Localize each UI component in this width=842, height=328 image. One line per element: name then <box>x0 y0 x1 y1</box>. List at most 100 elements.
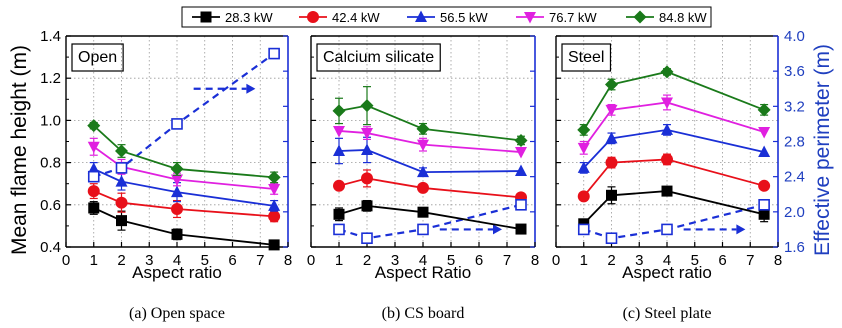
data-point <box>171 203 183 216</box>
series <box>577 94 771 155</box>
y-tick-label: 1.0 <box>40 112 61 129</box>
y-tick-label: 0.6 <box>40 197 61 214</box>
x-tick-label: 6 <box>228 252 236 269</box>
series <box>87 119 281 184</box>
data-point <box>661 153 673 166</box>
y2-tick-label: 3.2 <box>784 98 805 115</box>
x-tick-label: 6 <box>475 252 483 269</box>
data-point <box>577 123 591 137</box>
effective-perimeter-point <box>577 223 590 236</box>
x-tick-label: 2 <box>363 252 371 269</box>
data-point <box>268 210 281 223</box>
x-tick-label: 5 <box>447 252 455 269</box>
data-point <box>758 127 771 139</box>
series-line <box>93 146 275 190</box>
series-line <box>93 168 275 207</box>
effective-perimeter-line <box>338 203 522 240</box>
x-tick-label: 8 <box>774 252 782 269</box>
data-point <box>360 99 374 113</box>
legend-item: 76.7 kW <box>516 10 597 25</box>
y-tick-label: 1.4 <box>40 28 61 45</box>
effective-perimeter-point <box>661 223 673 236</box>
series-line <box>583 101 765 149</box>
panel-label: Steel <box>568 49 604 66</box>
series <box>333 125 527 159</box>
legend-label: 76.7 kW <box>549 10 597 25</box>
y-left-axis-title: Mean flame height (m) <box>8 45 31 255</box>
x-tick-label: 4 <box>419 252 427 269</box>
axis-arrow-head <box>736 224 746 235</box>
data-point <box>170 162 184 176</box>
x-tick-label: 3 <box>391 252 399 269</box>
x-tick-label: 1 <box>90 252 98 269</box>
effective-perimeter-point <box>758 199 770 211</box>
legend: 28.3 kW 42.4 kW 56.5 kW 76.7 kW 84.8 kW <box>181 6 712 28</box>
data-point <box>171 228 183 240</box>
data-point <box>577 161 590 173</box>
y2-tick-label: 2.8 <box>784 134 805 151</box>
effective-perimeter-line <box>583 203 765 240</box>
effective-perimeter-point <box>605 232 618 245</box>
series-line <box>93 125 275 179</box>
legend-item: 84.8 kW <box>626 10 707 25</box>
y2-tick-label: 4.0 <box>784 28 805 45</box>
legend-label: 56.5 kW <box>440 10 488 25</box>
data-point <box>115 196 128 209</box>
x-tick-label: 7 <box>746 252 754 269</box>
data-point <box>514 133 528 147</box>
data-point <box>417 165 429 178</box>
panel-label-box <box>561 43 612 72</box>
panel-label: Calcium silicate <box>323 49 434 66</box>
x-axis-title: Aspect Ratio <box>375 263 471 282</box>
legend-item: 28.3 kW <box>192 10 273 25</box>
series-line <box>93 190 275 218</box>
effective-perimeter-line <box>93 52 275 178</box>
series-line <box>338 104 522 142</box>
chart-panel: 0.4 0.6 0.8 1.0 1.2 1.4 0 1 2 3 4 5 6 7 8 Aspect ratio (… <box>40 28 292 322</box>
series <box>88 201 280 251</box>
data-point <box>758 179 771 192</box>
effective-perimeter-point <box>268 47 280 60</box>
data-point <box>268 199 281 211</box>
data-point <box>417 206 429 218</box>
data-point <box>515 147 527 159</box>
series-line <box>338 204 522 230</box>
x-axis-title: Aspect ratio <box>622 263 712 282</box>
legend-label: 28.3 kW <box>225 10 273 25</box>
panel-caption: (b) CS board <box>382 305 465 322</box>
panel-label-box <box>316 43 441 72</box>
x-tick-label: 3 <box>635 252 643 269</box>
axis-arrow-head <box>493 224 502 235</box>
data-point <box>605 78 618 92</box>
x-tick-label: 4 <box>663 252 671 269</box>
data-point <box>88 202 100 214</box>
y-right-axis-title: Effective perimeter (m) <box>811 44 834 256</box>
series <box>333 169 527 204</box>
x-tick-label: 1 <box>580 252 588 269</box>
data-point <box>661 97 673 109</box>
y2-tick-label: 2.4 <box>784 169 805 186</box>
x-tick-label: 0 <box>62 252 70 269</box>
data-point <box>361 200 373 212</box>
data-point <box>332 104 346 118</box>
axis-arrow-head <box>246 83 256 94</box>
data-point <box>268 239 280 251</box>
legend-marker <box>415 10 427 22</box>
x-tick-label: 8 <box>531 252 539 269</box>
data-point <box>87 141 100 154</box>
panel-label: Open <box>78 49 117 66</box>
x-tick-label: 6 <box>718 252 726 269</box>
data-point <box>361 128 373 140</box>
series <box>577 65 771 137</box>
legend-item: 56.5 kW <box>407 10 488 25</box>
y-tick-label: 0.8 <box>40 155 61 172</box>
effective-perimeter-point <box>87 170 100 183</box>
series <box>578 185 770 230</box>
series <box>577 123 771 174</box>
y-tick-label: 0.4 <box>40 239 61 256</box>
x-tick-label: 7 <box>256 252 264 269</box>
data-point <box>758 208 770 220</box>
y-tick-label: 1.2 <box>40 70 61 87</box>
data-point <box>333 179 345 192</box>
